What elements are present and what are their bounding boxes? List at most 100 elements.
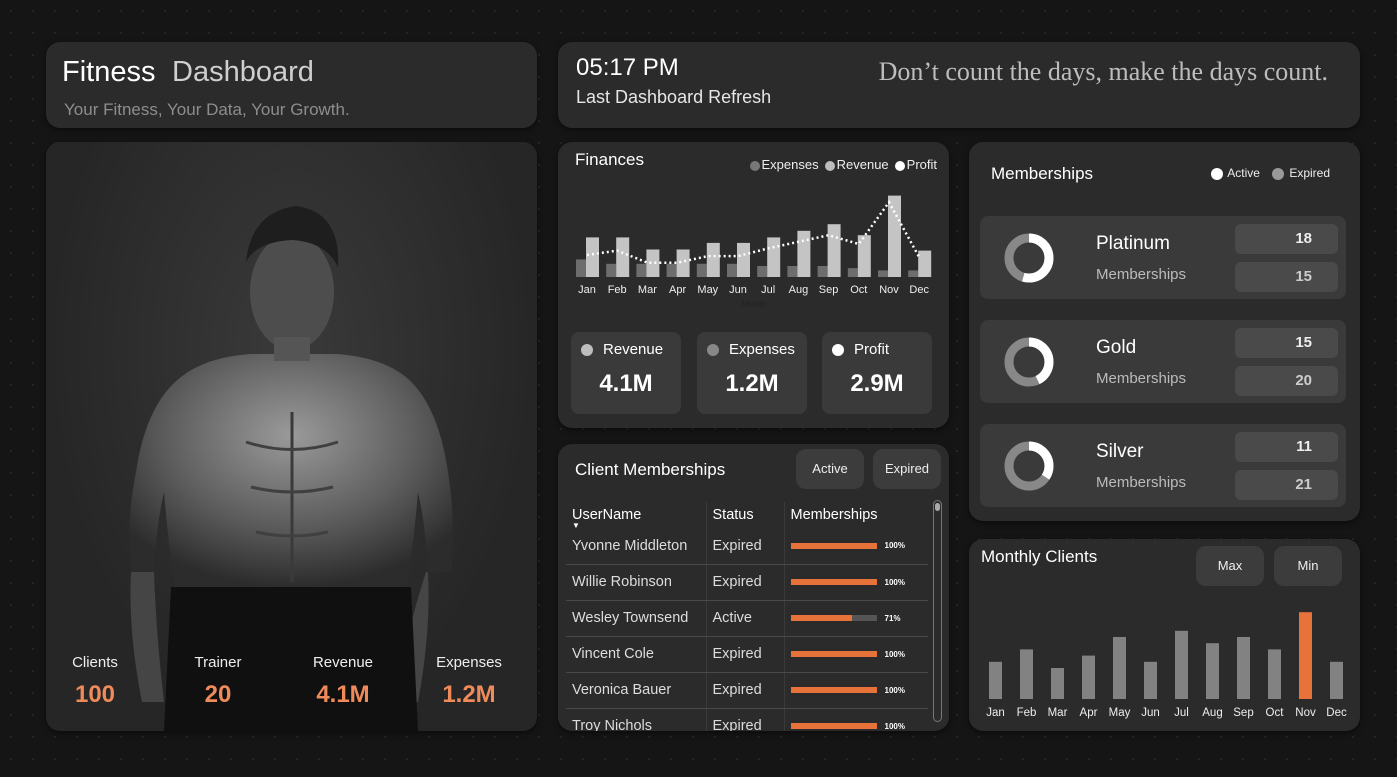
revenue-bar[interactable] (706, 242, 720, 277)
expenses-bar[interactable] (636, 263, 647, 277)
tier-sub: Memberships (1096, 474, 1187, 491)
legend-expired[interactable]: Expired (1271, 166, 1330, 180)
table-row[interactable]: Troy Nichols Expired 100% (566, 708, 928, 731)
table-row[interactable]: Willie Robinson Expired 100% (566, 564, 928, 601)
membership-progress-bar (790, 651, 877, 657)
active-count: 11 (1235, 432, 1338, 462)
expired-count: 20 (1235, 366, 1338, 396)
expenses-bar[interactable] (847, 268, 858, 277)
revenue-bar[interactable] (676, 249, 690, 278)
monthly-clients-bar[interactable] (1175, 630, 1188, 699)
table-scrollbar[interactable] (933, 500, 942, 722)
finances-card: Finances Expenses Revenue Profit Jan Feb M… (558, 142, 949, 428)
monthly-clients-bar[interactable] (1237, 637, 1250, 699)
min-button[interactable]: Min (1274, 546, 1342, 586)
column-header-memberships[interactable]: Memberships (783, 502, 928, 528)
memberships-title: Memberships (991, 164, 1094, 183)
kpi-value: 1.2M (442, 681, 496, 708)
revenue-bar[interactable] (797, 230, 811, 277)
legend-expenses[interactable]: Expenses (749, 157, 819, 172)
revenue-bar[interactable] (616, 237, 630, 277)
revenue-bar[interactable] (737, 242, 750, 277)
expired-dot-icon (1271, 167, 1284, 180)
expenses-bar[interactable] (696, 263, 707, 277)
legend-active[interactable]: Active (1210, 166, 1260, 180)
column-header-username[interactable]: UserName ▼ (572, 507, 642, 530)
kpi-value: 100 (74, 681, 116, 708)
monthly-clients-bar[interactable] (1206, 643, 1219, 699)
athlete-image (129, 206, 453, 731)
monthly-clients-bar[interactable] (1299, 612, 1312, 699)
memberships-cell: 100% (783, 636, 928, 673)
memberships-cell: 71% (783, 600, 928, 637)
expenses-bar[interactable] (666, 263, 677, 277)
filter-active-button[interactable]: Active (796, 449, 864, 489)
x-tick-label: Jun (1141, 707, 1160, 719)
kpi-expenses: Expenses 1.2M (414, 654, 524, 709)
donut-active-arc (1004, 337, 1054, 387)
finances-chart: Jan Feb Mar Apr May Jun Jul Aug Sep Oct Nov Dec Mont… (576, 195, 932, 309)
expenses-bar[interactable] (727, 263, 737, 277)
username-cell: Yvonne Middleton (566, 528, 706, 565)
filter-expired-button[interactable]: Expired (873, 449, 941, 489)
legend-profit[interactable]: Profit (894, 157, 937, 172)
x-tick-label: Jul (1174, 707, 1189, 719)
membership-progress-fill (790, 579, 877, 585)
expenses-bar[interactable] (576, 259, 586, 277)
scrollbar-thumb[interactable] (935, 503, 940, 511)
expenses-bar[interactable] (606, 263, 617, 277)
table-row[interactable]: Vincent Cole Expired 100% (566, 636, 928, 673)
table-row[interactable]: Veronica Bauer Expired 100% (566, 672, 928, 709)
x-tick-label: Oct (850, 284, 867, 296)
profit-dot-icon (894, 160, 905, 171)
monthly-clients-bar[interactable] (1330, 661, 1343, 699)
max-button[interactable]: Max (1196, 546, 1264, 586)
revenue-bar[interactable] (767, 237, 781, 277)
monthly-clients-bar[interactable] (1020, 649, 1033, 699)
silver-donut-chart (1004, 441, 1054, 491)
monthly-clients-bar[interactable] (1144, 661, 1157, 699)
revenue-bar[interactable] (918, 250, 932, 277)
x-tick-label: Nov (879, 284, 899, 296)
monthly-clients-bar[interactable] (989, 661, 1002, 699)
revenue-bar[interactable] (827, 224, 841, 277)
column-header-status[interactable]: Status (705, 502, 784, 528)
title-card: Fitness Dashboard Your Fitness, Your Dat… (46, 42, 537, 128)
stat-value: 1.2M (725, 370, 779, 397)
status-cell: Expired (705, 564, 784, 601)
gold-donut-chart (1004, 337, 1054, 387)
revenue-bar[interactable] (888, 195, 901, 277)
stat-label: Revenue (603, 341, 664, 358)
membership-progress-fill (790, 542, 877, 549)
header-card: 05:17 PM Last Dashboard Refresh Don’t co… (558, 42, 1360, 128)
active-dot-icon (1210, 167, 1223, 180)
platinum-donut-chart (1004, 233, 1054, 283)
table-row[interactable]: Yvonne Middleton Expired 100% (566, 528, 928, 565)
status-cell: Expired (705, 672, 784, 709)
app-title-word1: Fitness (62, 56, 156, 88)
stat-value: 2.9M (850, 370, 904, 397)
membership-pct-label: 100% (884, 685, 905, 695)
kpi-label: Clients (72, 654, 118, 671)
x-tick-label: Sep (1233, 707, 1253, 719)
expenses-bar[interactable] (908, 270, 919, 277)
revenue-bar[interactable] (586, 237, 599, 277)
monthly-clients-bar[interactable] (1113, 637, 1126, 699)
tier-sub: Memberships (1096, 266, 1187, 283)
tier-platinum: Platinum Memberships 18 15 (980, 216, 1346, 299)
expenses-bar[interactable] (878, 270, 888, 277)
legend-revenue[interactable]: Revenue (824, 157, 889, 172)
x-tick-label: Mar (638, 284, 657, 296)
table-row[interactable]: Wesley Townsend Active 71% (566, 600, 928, 637)
active-count: 15 (1235, 328, 1338, 358)
stat-label: Profit (854, 341, 890, 358)
monthly-clients-card: Monthly Clients Max Min Jan Feb Mar Apr May J… (969, 539, 1360, 731)
expenses-bar[interactable] (817, 266, 828, 277)
revenue-bar[interactable] (857, 235, 871, 277)
revenue-bar[interactable] (646, 249, 660, 278)
expenses-bar[interactable] (757, 266, 768, 277)
monthly-clients-bar[interactable] (1051, 668, 1064, 699)
monthly-clients-bar[interactable] (1268, 649, 1281, 699)
monthly-clients-bar[interactable] (1082, 655, 1095, 699)
expenses-bar[interactable] (787, 266, 798, 277)
